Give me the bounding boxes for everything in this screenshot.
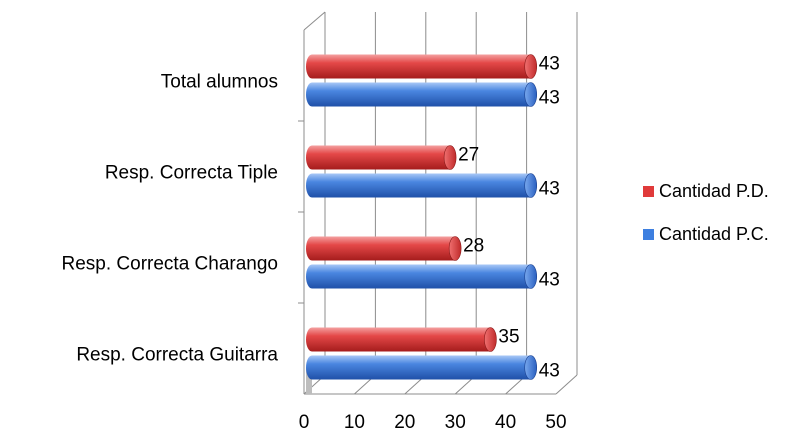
bar-start-cap: [306, 236, 318, 261]
bar-start-cap: [306, 82, 318, 107]
bar-body: [312, 54, 531, 79]
bar-body: [312, 173, 531, 198]
bar-end-cap: [524, 264, 538, 289]
bar-pc: [306, 264, 538, 289]
x-tick-label: 0: [299, 412, 310, 433]
category-label: Resp. Correcta Guitarra: [76, 345, 278, 366]
bars: [306, 54, 538, 380]
bar-end-cap: [443, 145, 457, 170]
x-tick-label: 20: [394, 412, 415, 433]
bar-body: [312, 236, 456, 261]
top-edge: [303, 11, 326, 31]
labels: 0 10 20 30 40 50 Total alumnos 43 43 Resp. Correc…: [62, 54, 567, 434]
bar-pc: [306, 82, 538, 107]
bar-pd: [306, 145, 457, 170]
bar-end-cap: [448, 236, 462, 261]
bar-start-cap: [306, 355, 318, 380]
bar-end-cap: [524, 173, 538, 198]
data-label: 43: [539, 54, 560, 75]
bar-pc: [306, 173, 538, 198]
bar-body: [312, 82, 531, 107]
data-label: 43: [539, 88, 560, 109]
data-label: 43: [539, 179, 560, 200]
bar-end-cap: [524, 355, 538, 380]
floor-gridline: [555, 374, 578, 395]
bar-pd: [306, 54, 538, 79]
bar-start-cap: [306, 54, 318, 79]
bar-pd: [306, 236, 462, 261]
bar-body: [312, 264, 531, 289]
data-label: 43: [539, 270, 560, 291]
bar-start-cap: [306, 145, 318, 170]
legend-swatch: [643, 229, 654, 240]
category-label: Resp. Correcta Tiple: [105, 163, 278, 184]
data-label: 28: [463, 236, 484, 257]
data-label: 43: [539, 361, 560, 382]
bar-start-cap: [306, 327, 318, 352]
bar-body: [312, 355, 531, 380]
data-label: 35: [498, 327, 519, 348]
bar-start-cap: [306, 173, 318, 198]
x-tick-label: 50: [545, 412, 566, 433]
bar-body: [312, 145, 451, 170]
category-label: Resp. Correcta Charango: [62, 254, 279, 275]
x-tick-label: 10: [344, 412, 365, 433]
x-tick-label: 30: [445, 412, 466, 433]
data-label: 27: [458, 145, 479, 166]
bar-pc: [306, 355, 538, 380]
category-label: Total alumnos: [161, 72, 278, 93]
legend-label: Cantidad P.C.: [659, 224, 769, 244]
legend-label: Cantidad P.D.: [659, 181, 769, 201]
bar-body: [312, 327, 491, 352]
bar-pd: [306, 327, 497, 352]
legend: Cantidad P.D. Cantidad P.C.: [643, 181, 769, 244]
bar-end-cap: [524, 82, 538, 107]
legend-swatch: [643, 186, 654, 197]
bar-end-cap: [484, 327, 497, 352]
bar-start-cap: [306, 264, 318, 289]
x-tick-label: 40: [495, 412, 516, 433]
bar-end-cap: [524, 54, 538, 79]
